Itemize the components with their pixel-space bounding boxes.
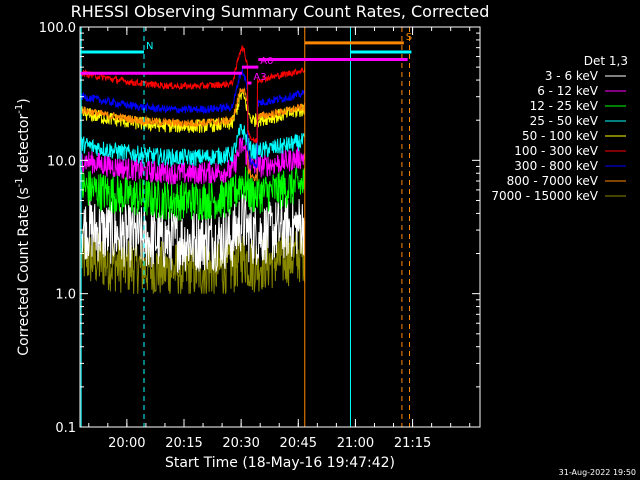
y-tick-label: 10.0 xyxy=(47,154,76,169)
series-line-8 xyxy=(81,228,306,294)
axes: 100.0 10.0 1.0 0.1 20:00 20:15 20:30 20:45 21:00… xyxy=(39,21,480,451)
series-line-6 xyxy=(81,68,306,169)
series-line-7 xyxy=(81,86,306,182)
series-line-4 xyxy=(81,90,306,134)
series-line-2 xyxy=(81,165,306,221)
footer-date: 31-Aug-2022 19:50 xyxy=(559,468,636,477)
state-bar-label: S xyxy=(406,32,412,43)
x-axis-label: Start Time (18-May-16 19:47:42) xyxy=(165,455,395,471)
y-tick-label: 1.0 xyxy=(55,288,76,303)
x-tick-label: 20:15 xyxy=(165,436,202,451)
legend-label: 800 - 7000 keV xyxy=(507,174,599,188)
state-bar-label: N xyxy=(146,41,153,52)
plot-frame xyxy=(79,26,481,428)
series-line-0 xyxy=(81,193,306,274)
legend-label: 300 - 800 keV xyxy=(514,159,598,173)
legend-title: Det 1,3 xyxy=(584,54,628,68)
legend-label: 100 - 300 keV xyxy=(514,144,598,158)
x-tick-label: 21:15 xyxy=(394,436,431,451)
legend-label: 25 - 50 keV xyxy=(530,114,599,128)
x-tick-label: 20:45 xyxy=(280,436,317,451)
x-tick-label: 20:00 xyxy=(108,436,145,451)
legend-label: 6 - 12 keV xyxy=(537,84,599,98)
chart-title: RHESSI Observing Summary Count Rates, Co… xyxy=(71,2,490,21)
legend-label: 50 - 100 keV xyxy=(522,129,599,143)
legend-label: 3 - 6 keV xyxy=(545,69,599,83)
legend-label: 12 - 25 keV xyxy=(530,99,599,113)
legend-label: 7000 - 15000 keV xyxy=(491,189,598,203)
x-tick-label: 21:00 xyxy=(337,436,374,451)
state-bar-label: A3 xyxy=(253,72,266,83)
state-bar-label: A0 xyxy=(260,56,273,67)
y-tick-label: 100.0 xyxy=(39,21,76,36)
plot-area: N S A0 A3 xyxy=(80,27,412,427)
y-tick-label: 0.1 xyxy=(55,421,76,436)
series-line-1 xyxy=(81,137,306,185)
x-tick-label: 20:30 xyxy=(222,436,259,451)
y-axis-label: Corrected Count Rate (s-1 detector-1) xyxy=(14,98,32,355)
series-line-5 xyxy=(81,45,306,144)
series-line-3 xyxy=(81,123,306,168)
